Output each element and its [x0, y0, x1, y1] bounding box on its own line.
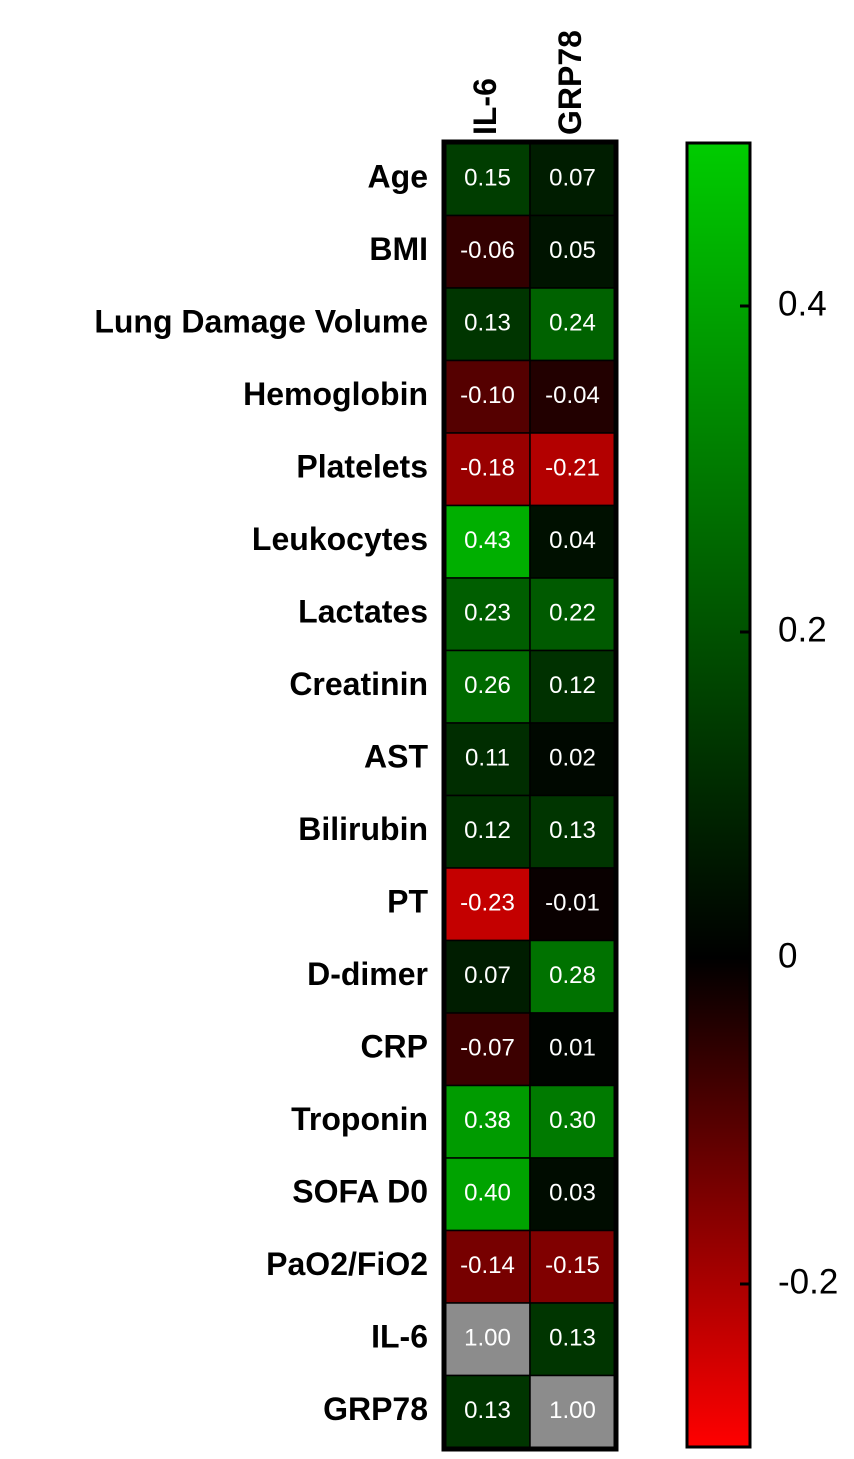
cell — [444, 1084, 531, 1159]
cell-label: 0.26 — [464, 672, 511, 699]
cell — [444, 1229, 531, 1304]
cell — [529, 794, 616, 869]
cell-label: 0.38 — [464, 1107, 511, 1134]
cell — [444, 939, 531, 1014]
cell-label: 0.07 — [549, 165, 596, 192]
row-label: BMI — [369, 231, 428, 267]
cell-label: 0.13 — [549, 1325, 596, 1352]
row-label: Platelets — [296, 449, 428, 485]
colorbar — [685, 141, 752, 1449]
cell — [529, 504, 616, 579]
cell-label: -0.04 — [545, 382, 600, 409]
cell-label: 0.24 — [549, 310, 596, 337]
heatmap-border — [441, 139, 619, 1452]
cell — [529, 142, 616, 217]
cell-label: -0.06 — [460, 237, 515, 264]
cell-label: 0.13 — [464, 310, 511, 337]
row-label: GRP78 — [323, 1391, 428, 1427]
row-label: Lactates — [298, 594, 428, 630]
cell-label: -0.14 — [460, 1252, 515, 1279]
row-label: D-dimer — [307, 956, 428, 992]
cell-label: 0.13 — [464, 1397, 511, 1424]
cell — [529, 722, 616, 797]
cell-label: -0.07 — [460, 1035, 515, 1062]
row-label: IL-6 — [371, 1319, 428, 1355]
column-label: GRP78 — [552, 30, 588, 135]
cell-label: 0.07 — [464, 962, 511, 989]
cell-label: 0.23 — [464, 600, 511, 627]
colorbar-tick-label: 0.2 — [778, 610, 827, 649]
cell-label: -0.21 — [545, 455, 600, 482]
column-label: IL-6 — [467, 78, 503, 135]
cell-label: 0.43 — [464, 527, 511, 554]
cell — [529, 359, 616, 434]
row-label: Creatinin — [289, 666, 428, 702]
cell — [444, 867, 531, 942]
cell-label: -0.01 — [545, 890, 600, 917]
row-label: Hemoglobin — [243, 376, 428, 412]
row-label: CRP — [360, 1029, 428, 1065]
cell — [529, 432, 616, 507]
cell — [444, 1012, 531, 1087]
cell-label: -0.10 — [460, 382, 515, 409]
row-label: Lung Damage Volume — [94, 304, 428, 340]
cell — [444, 794, 531, 869]
cell-label: 0.11 — [465, 745, 510, 772]
cell-label: 0.05 — [549, 237, 596, 264]
row-label: Troponin — [291, 1101, 428, 1137]
cell — [529, 577, 616, 652]
cell — [529, 1374, 616, 1449]
cell-label: 1.00 — [464, 1325, 511, 1352]
cell-label: 0.28 — [549, 962, 596, 989]
cell-label: 0.15 — [464, 165, 511, 192]
cell-label: 0.13 — [549, 817, 596, 844]
cell — [529, 1084, 616, 1159]
colorbar-tick-label: 0.4 — [778, 284, 827, 323]
row-label: AST — [364, 739, 428, 775]
colorbar-tick-label: -0.2 — [778, 1262, 838, 1301]
cell-label: 0.04 — [549, 527, 596, 554]
cell — [529, 287, 616, 362]
cell-label: 0.40 — [464, 1180, 511, 1207]
cell-label: 0.30 — [549, 1107, 596, 1134]
cell-label: 0.02 — [549, 745, 596, 772]
cell-label: -0.18 — [460, 455, 515, 482]
cell-label: 1.00 — [549, 1397, 596, 1424]
cell-label: 0.01 — [549, 1035, 596, 1062]
row-label: SOFA D0 — [292, 1174, 428, 1210]
cell-label: 0.22 — [549, 600, 596, 627]
cell — [529, 867, 616, 942]
cell-label: 0.12 — [549, 672, 596, 699]
row-label: PT — [387, 884, 428, 920]
cell — [444, 214, 531, 289]
cell — [444, 1157, 531, 1232]
row-label: Bilirubin — [298, 811, 428, 847]
cell — [444, 142, 531, 217]
colorbar-tick-label: 0 — [778, 936, 797, 975]
cell-label: 0.12 — [464, 817, 511, 844]
cell-label: 0.03 — [549, 1180, 596, 1207]
row-label: Leukocytes — [252, 521, 428, 557]
cell — [529, 649, 616, 724]
row-label: Age — [368, 159, 428, 195]
cell-label: -0.23 — [460, 890, 515, 917]
cell-label: -0.15 — [545, 1252, 600, 1279]
row-label: PaO2/FiO2 — [266, 1246, 428, 1282]
